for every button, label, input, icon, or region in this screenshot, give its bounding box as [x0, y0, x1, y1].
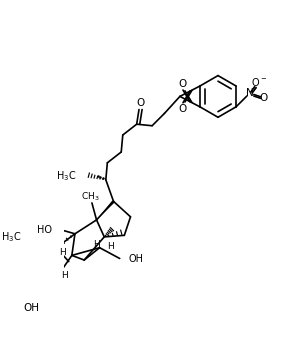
Text: HO: HO — [37, 225, 52, 235]
Text: H: H — [107, 242, 114, 251]
Text: H: H — [93, 240, 100, 249]
Text: N: N — [246, 88, 254, 98]
Polygon shape — [97, 200, 115, 220]
Text: O: O — [178, 79, 186, 89]
Text: O$^-$: O$^-$ — [251, 76, 267, 88]
Polygon shape — [33, 285, 36, 299]
Text: O: O — [260, 93, 268, 103]
Text: H$_3$C: H$_3$C — [1, 230, 21, 244]
Text: OH: OH — [129, 254, 144, 264]
Text: H: H — [61, 271, 68, 280]
Text: O: O — [137, 98, 145, 108]
Text: H$_3$C: H$_3$C — [56, 169, 76, 183]
Text: O: O — [178, 104, 186, 114]
Text: CH$_3$: CH$_3$ — [81, 190, 100, 203]
Text: $^+$: $^+$ — [251, 87, 258, 93]
Text: OH: OH — [24, 303, 40, 313]
Text: H: H — [59, 248, 66, 257]
